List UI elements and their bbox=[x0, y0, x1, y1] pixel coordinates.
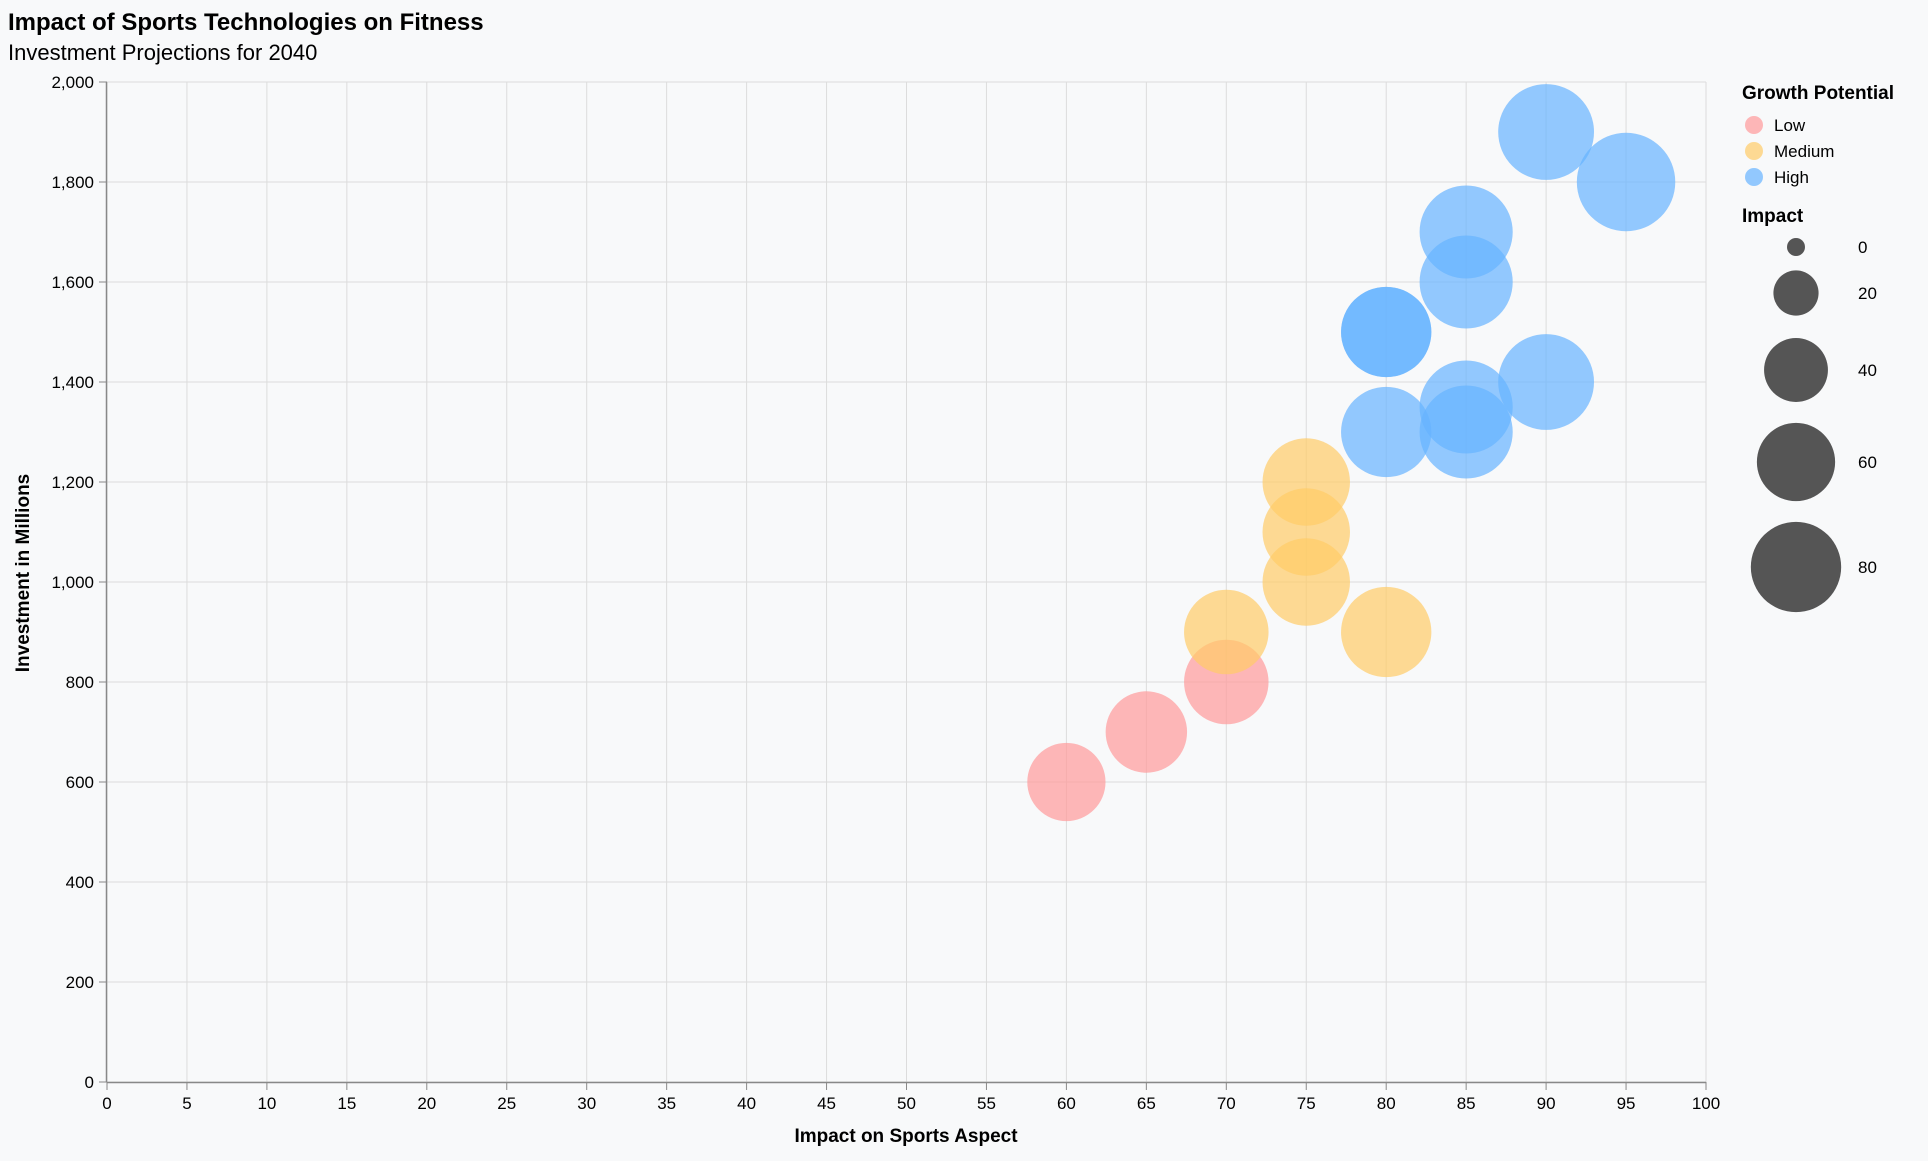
x-tick-label: 80 bbox=[1377, 1094, 1396, 1113]
legend-symbol-low bbox=[1745, 116, 1763, 134]
y-tick-label: 2,000 bbox=[51, 73, 94, 92]
x-tick-label: 30 bbox=[577, 1094, 596, 1113]
x-tick-label: 45 bbox=[817, 1094, 836, 1113]
y-tick-label: 1,600 bbox=[51, 273, 94, 292]
bubble-high bbox=[1419, 185, 1513, 279]
y-tick-label: 0 bbox=[85, 1073, 94, 1092]
y-tick-label: 800 bbox=[66, 673, 94, 692]
size-legend-label: 20 bbox=[1858, 284, 1877, 303]
bubble-high bbox=[1498, 84, 1595, 180]
data-points bbox=[1027, 84, 1676, 822]
legend-label-low: Low bbox=[1774, 116, 1806, 135]
y-tick-label: 1,800 bbox=[51, 173, 94, 192]
x-tick-label: 50 bbox=[897, 1094, 916, 1113]
y-tick-label: 200 bbox=[66, 973, 94, 992]
x-tick-label: 85 bbox=[1457, 1094, 1476, 1113]
size-legend-symbol bbox=[1787, 238, 1805, 256]
y-axis-title: Investment in Millions bbox=[13, 474, 34, 672]
x-tick-label: 35 bbox=[657, 1094, 676, 1113]
bubble-high bbox=[1341, 286, 1432, 378]
x-tick-label: 75 bbox=[1297, 1094, 1316, 1113]
x-tick-label: 40 bbox=[737, 1094, 756, 1113]
size-legend-label: 0 bbox=[1858, 238, 1867, 257]
chart-title: Impact of Sports Technologies on Fitness bbox=[8, 9, 484, 36]
size-legend-title: Impact bbox=[1742, 206, 1804, 227]
x-tick-label: 15 bbox=[337, 1094, 356, 1113]
x-tick-label: 70 bbox=[1217, 1094, 1236, 1113]
y-tick-label: 1,200 bbox=[51, 473, 94, 492]
bubble-high bbox=[1419, 360, 1513, 454]
x-tick-label: 55 bbox=[977, 1094, 996, 1113]
x-axis-title: Impact on Sports Aspect bbox=[794, 1126, 1018, 1147]
y-tick-label: 1,400 bbox=[51, 373, 94, 392]
x-tick-label: 10 bbox=[257, 1094, 276, 1113]
legend: Growth Potential Impact Low Medium High 0 20… bbox=[1742, 83, 1894, 613]
x-tick-label: 65 bbox=[1137, 1094, 1156, 1113]
bubble-medium bbox=[1262, 438, 1350, 526]
x-tick-label: 0 bbox=[102, 1094, 111, 1113]
x-tick-label: 100 bbox=[1692, 1094, 1720, 1113]
size-legend-symbol bbox=[1773, 270, 1819, 316]
legend-label-medium: Medium bbox=[1774, 142, 1834, 161]
y-tick-label: 1,000 bbox=[51, 573, 94, 592]
x-tick-label: 20 bbox=[417, 1094, 436, 1113]
legend-symbol-medium bbox=[1745, 142, 1763, 160]
bubble-high bbox=[1341, 386, 1432, 478]
bubble-high bbox=[1576, 132, 1676, 232]
size-legend-symbol bbox=[1756, 422, 1836, 502]
bubble-medium bbox=[1341, 586, 1432, 678]
size-legend-symbol bbox=[1750, 521, 1842, 613]
axes: 0 5 10 15 20 25 30 35 40 45 50 55 60 65 70 75 80 85 90 95 10… bbox=[51, 73, 1720, 1113]
y-tick-label: 600 bbox=[66, 773, 94, 792]
bubble-low bbox=[1105, 691, 1188, 773]
bubble-high bbox=[1498, 334, 1595, 430]
y-tick-label: 400 bbox=[66, 873, 94, 892]
size-legend-label: 40 bbox=[1858, 361, 1877, 380]
x-tick-label: 60 bbox=[1057, 1094, 1076, 1113]
x-tick-label: 95 bbox=[1617, 1094, 1636, 1113]
chart-subtitle: Investment Projections for 2040 bbox=[8, 40, 317, 65]
legend-label-high: High bbox=[1774, 168, 1809, 187]
x-tick-label: 25 bbox=[497, 1094, 516, 1113]
x-tick-label: 90 bbox=[1537, 1094, 1556, 1113]
size-legend-label: 80 bbox=[1858, 558, 1877, 577]
legend-symbol-high bbox=[1745, 168, 1763, 186]
color-legend-title: Growth Potential bbox=[1742, 83, 1894, 104]
bubble-medium bbox=[1184, 589, 1269, 675]
x-tick-label: 5 bbox=[182, 1094, 191, 1113]
size-legend-label: 60 bbox=[1858, 453, 1877, 472]
size-legend-symbol bbox=[1764, 338, 1828, 402]
bubble-low bbox=[1027, 742, 1106, 822]
